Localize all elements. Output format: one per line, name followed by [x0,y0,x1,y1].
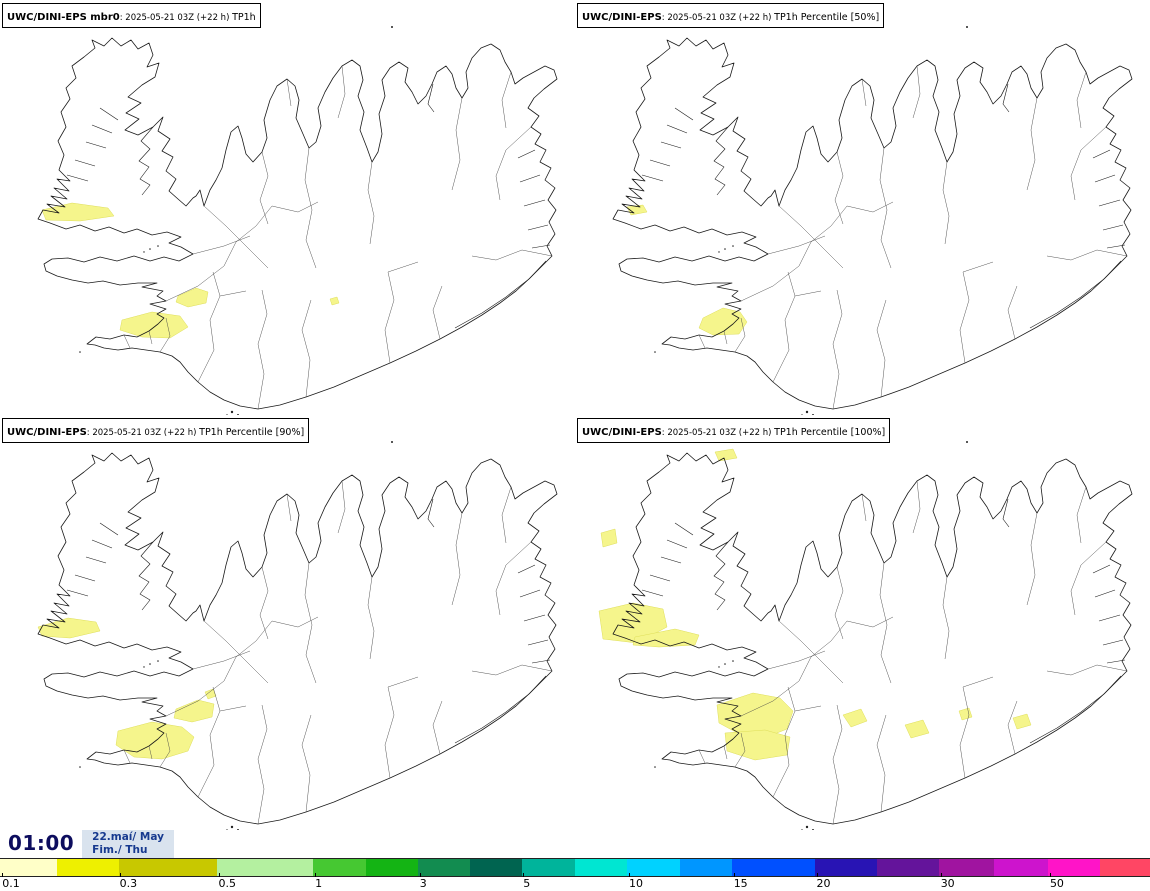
precipitation-patch [716,692,794,738]
legend-segment [994,859,1048,876]
precipitation-patch [41,202,115,222]
panel-title-model: UWC/DINI-EPS [582,427,662,438]
legend-segment [575,859,627,876]
valid-date-weekday: Fim./ Thu [92,844,148,857]
legend-segment [522,859,575,876]
precipitation-patch [329,296,340,306]
legend-segment [1048,859,1100,876]
precipitation-layer [41,202,340,339]
panel-title-model: UWC/DINI-EPS mbr0 [7,12,120,23]
legend-segment [939,859,994,876]
precipitation-layer [598,448,1032,761]
iceland-map [598,440,1133,830]
panel-title-field: TP1h Percentile [100%] [774,427,886,438]
legend-ticks: 0.1 0.3 0.5 1 3 5 10 15 20 30 50 [0,873,1150,890]
legend-segment [732,859,815,876]
legend-segment [0,859,57,876]
legend-segment [1100,859,1150,876]
panel-title-field: TP1h Percentile [50%] [774,12,880,23]
legend-segment [877,859,939,876]
panel-title-model: UWC/DINI-EPS [582,12,662,23]
panel-title-field: TP1h [232,12,256,23]
legend-segment [680,859,732,876]
panel-title: UWC/DINI-EPS: 2025-05-21 03Z (+22 h) TP1… [2,418,310,443]
legend-bar [0,858,1150,877]
map-panel-member0: UWC/DINI-EPS mbr0: 2025-05-21 03Z (+22 h… [0,0,575,415]
precipitation-patch [119,311,189,339]
precipitation-patch [204,688,217,700]
precipitation-patch [175,287,209,308]
panel-title-datetime: : 2025-05-21 03Z (+22 h) [661,428,775,438]
panel-title: UWC/DINI-EPS: 2025-05-21 03Z (+22 h) TP1… [577,3,885,28]
legend-tick-label: 3 [419,873,427,890]
map-panel-percentile-50: UWC/DINI-EPS: 2025-05-21 03Z (+22 h) TP1… [575,0,1150,415]
precipitation-layer [37,617,217,760]
legend-tick-label: 15 [733,873,748,890]
precipitation-patch [600,528,618,548]
precipitation-patch [842,708,868,728]
valid-date-box: 22.maí/ May Fim./ Thu [82,830,174,858]
precipitation-layer [626,204,748,336]
legend-tick-label: 50 [1049,873,1064,890]
panel-title-datetime: : 2025-05-21 03Z (+22 h) [86,428,200,438]
valid-date-primary: 22.maí/ May [92,831,164,843]
legend-segment [217,859,313,876]
map-grid: UWC/DINI-EPS mbr0: 2025-05-21 03Z (+22 h… [0,0,1150,830]
precipitation-patch [698,307,748,336]
legend-segment [57,859,119,876]
legend-segment [815,859,877,876]
legend-tick-label: 10 [629,873,644,890]
legend-segment [366,859,418,876]
panel-title-model: UWC/DINI-EPS [7,427,87,438]
legend-tick-label: 1 [315,873,323,890]
panel-title: UWC/DINI-EPS: 2025-05-21 03Z (+22 h) TP1… [577,418,891,443]
legend-tick-label: 0.1 [2,873,20,890]
panel-title-datetime: : 2025-05-21 03Z (+22 h) [119,13,233,23]
legend-tick-label: 0.3 [119,873,138,890]
precipitation-patch [1012,713,1032,730]
legend-tick-label: 0.5 [218,873,236,890]
legend-segment [627,859,680,876]
precipitation-patch [115,721,195,760]
precipitation-patch [724,729,791,761]
map-panel-percentile-100: UWC/DINI-EPS: 2025-05-21 03Z (+22 h) TP1… [575,415,1150,830]
valid-time: 01:00 [8,831,75,855]
legend-tick-label: 30 [940,873,955,890]
precipitation-patch [958,707,973,721]
footer: 01:00 22.maí/ May Fim./ Thu 0.1 0.3 0.5 1 3 5… [0,830,1150,891]
legend-segment [470,859,522,876]
footer-time-row: 01:00 22.maí/ May Fim./ Thu [0,830,1150,858]
legend-segment [418,859,470,876]
panel-title-datetime: : 2025-05-21 03Z (+22 h) [661,13,775,23]
precipitation-patch [904,719,930,739]
iceland-map [37,25,558,415]
precipitation-patch [598,602,668,644]
precipitation-patch [37,617,101,639]
legend-tick-label: 5 [523,873,531,890]
map-panel-percentile-90: UWC/DINI-EPS: 2025-05-21 03Z (+22 h) TP1… [0,415,575,830]
precipitation-patch [714,448,738,462]
precipitation-patch [173,699,215,723]
panel-title-field: TP1h Percentile [90%] [199,427,305,438]
legend-segment [313,859,366,876]
legend-segment [119,859,217,876]
iceland-map [37,440,558,830]
panel-title: UWC/DINI-EPS mbr0: 2025-05-21 03Z (+22 h… [2,3,261,28]
legend-tick-label: 20 [816,873,831,890]
iceland-map [612,25,1133,415]
